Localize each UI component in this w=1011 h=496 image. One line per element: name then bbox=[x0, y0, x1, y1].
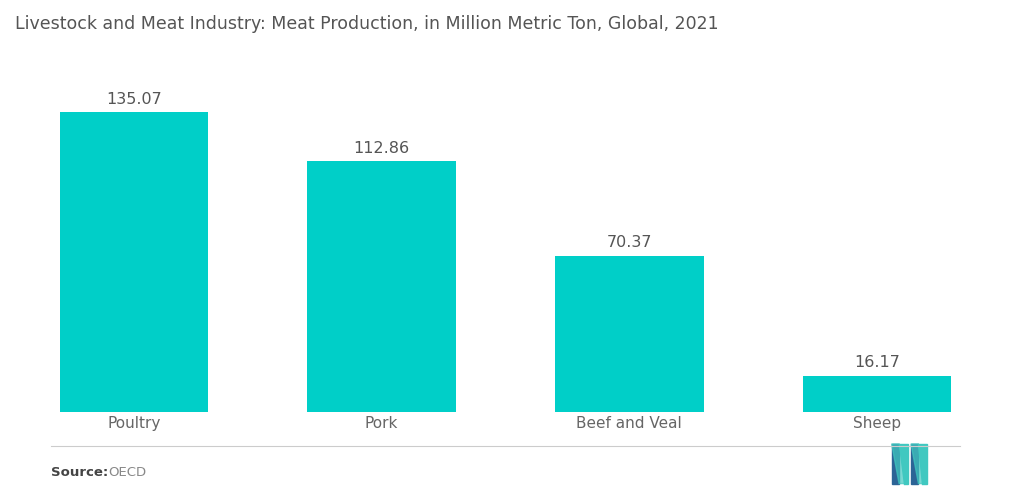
Text: 16.17: 16.17 bbox=[854, 355, 900, 370]
Polygon shape bbox=[892, 444, 908, 484]
Polygon shape bbox=[911, 444, 927, 484]
Polygon shape bbox=[899, 444, 908, 484]
Polygon shape bbox=[918, 444, 927, 484]
Bar bbox=[555, 255, 704, 412]
Bar bbox=[803, 375, 951, 412]
Text: Source:: Source: bbox=[51, 466, 108, 479]
Bar bbox=[307, 161, 456, 412]
Text: OECD: OECD bbox=[108, 466, 147, 479]
Text: 135.07: 135.07 bbox=[106, 91, 162, 107]
Polygon shape bbox=[892, 444, 899, 484]
Bar bbox=[60, 112, 208, 412]
Polygon shape bbox=[911, 444, 918, 484]
Text: Livestock and Meat Industry: Meat Production, in Million Metric Ton, Global, 202: Livestock and Meat Industry: Meat Produc… bbox=[15, 15, 719, 33]
Text: 112.86: 112.86 bbox=[354, 141, 409, 156]
Text: 70.37: 70.37 bbox=[607, 235, 652, 250]
